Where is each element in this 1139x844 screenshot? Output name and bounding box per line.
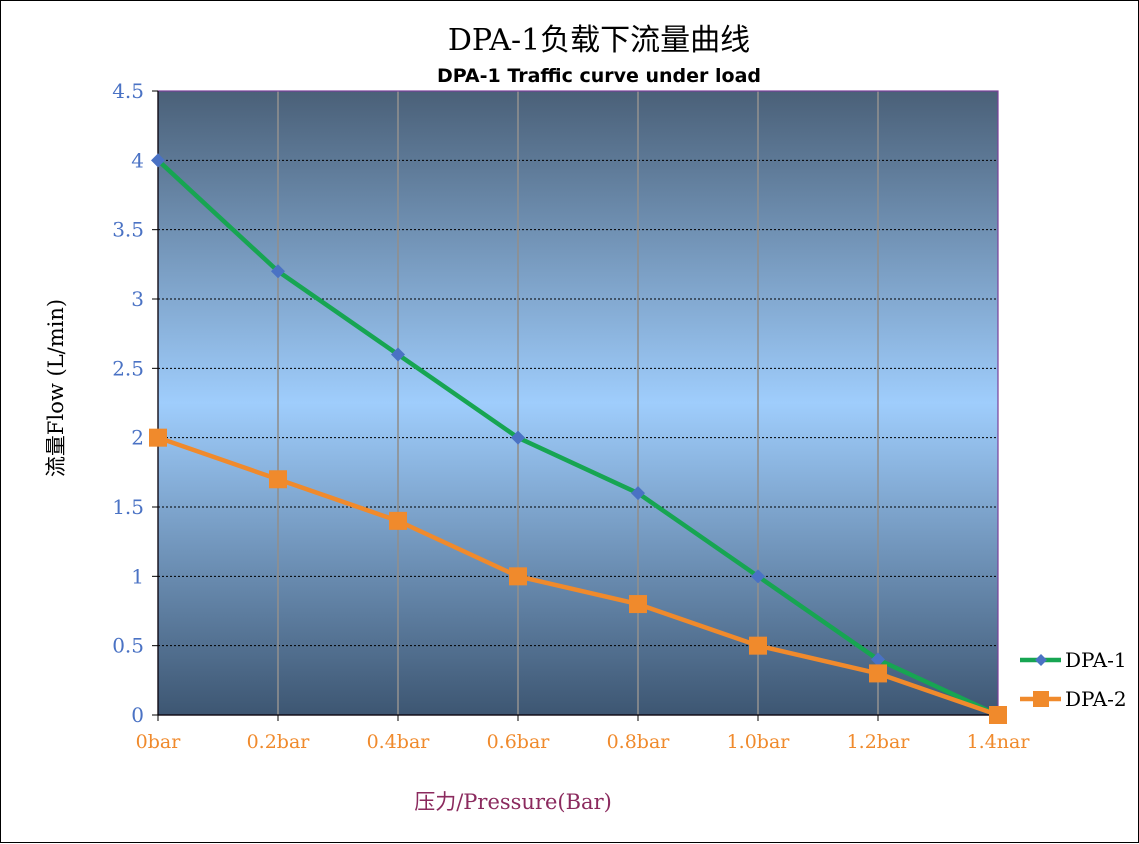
- data-point: [749, 636, 767, 655]
- legend-marker: [1035, 654, 1047, 666]
- data-point: [511, 430, 525, 445]
- y-tick-label: 0.5: [112, 634, 144, 658]
- chart-subtitle: DPA-1 Traffic curve under load: [437, 65, 761, 87]
- data-point: [751, 569, 765, 584]
- data-point: [149, 428, 167, 447]
- y-tick-label: 3.5: [112, 218, 144, 242]
- data-point: [509, 567, 527, 586]
- x-axis-ticks: 0bar 0.2bar 0.4bar 0.6bar 0.8bar 1.0bar 1.2bar…: [136, 731, 1031, 753]
- x-tick-label: 0.4bar: [367, 731, 431, 753]
- legend-item: DPA-2: [1020, 687, 1127, 711]
- x-tick-label: 0.2bar: [247, 731, 311, 753]
- plot-area: [158, 91, 998, 715]
- x-tick-label: 0.6bar: [487, 731, 551, 753]
- y-tick-label: 1.5: [112, 495, 144, 519]
- chart-title: DPA-1负载下流量曲线: [448, 23, 750, 58]
- data-point: [151, 153, 165, 168]
- data-point: [391, 347, 405, 362]
- data-point: [989, 706, 1007, 724]
- data-point: [271, 264, 285, 279]
- y-tick-label: 4: [131, 148, 144, 172]
- y-tick-label: 2: [131, 426, 144, 450]
- legend-label: DPA-2: [1065, 687, 1127, 711]
- x-tick-label: 0bar: [136, 731, 182, 753]
- y-tick-label: 3: [131, 287, 144, 311]
- series-line: [156, 158, 999, 718]
- data-point: [389, 511, 407, 530]
- series-layer: [149, 153, 1007, 724]
- x-tick-label: 1.0bar: [727, 731, 791, 753]
- data-point: [629, 595, 647, 614]
- y-tick-label: 1: [131, 564, 144, 588]
- data-point: [869, 664, 887, 683]
- y-axis-ticks: 0 0.5 1 1.5 2 2.5 3 3.5 4 4.5: [112, 79, 144, 727]
- data-point: [269, 470, 287, 489]
- data-point: [631, 486, 645, 501]
- y-tick-label: 0: [131, 703, 144, 727]
- series-line: [157, 435, 999, 718]
- series-dpa-2: [149, 428, 1007, 724]
- legend-marker: [1033, 691, 1049, 707]
- x-axis-label: 压力/Pressure(Bar): [414, 790, 612, 814]
- y-axis-label: 流量Flow (L/min): [44, 299, 68, 477]
- legend-item: DPA-1: [1020, 648, 1127, 672]
- y-tick-label: 4.5: [112, 79, 144, 103]
- x-tick-label: 1.2bar: [847, 731, 911, 753]
- x-tick-label: 0.8bar: [607, 731, 671, 753]
- legend-label: DPA-1: [1065, 648, 1127, 672]
- legend: DPA-1 DPA-2: [1020, 648, 1127, 711]
- y-tick-label: 2.5: [112, 356, 144, 380]
- data-point: [871, 652, 885, 667]
- x-tick-label: 1.4nar: [967, 731, 1031, 753]
